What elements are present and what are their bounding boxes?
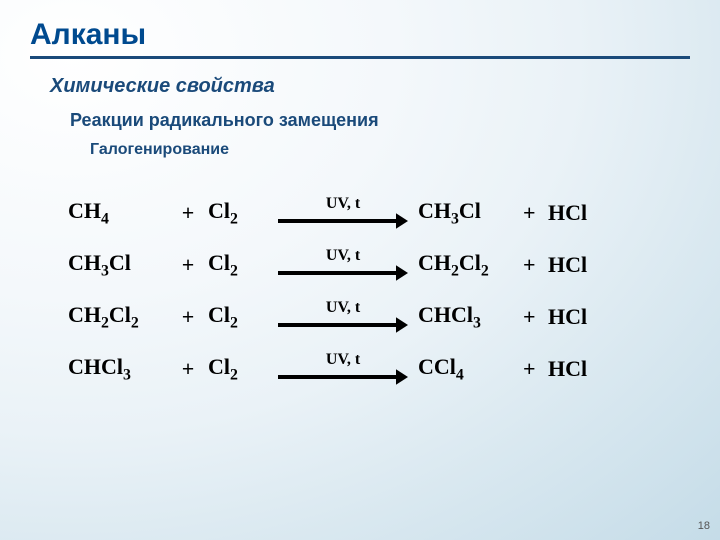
product-1: CH2Cl2 xyxy=(418,250,523,280)
equation-row: CH2Cl2+Cl2UV, t CHCl3+HCl xyxy=(68,291,690,343)
plus-symbol: + xyxy=(523,304,548,330)
product-2: HCl xyxy=(548,200,618,226)
subtitle-3: Галогенирование xyxy=(90,141,690,159)
reactant-1: CHCl3 xyxy=(68,354,168,384)
plus-symbol: + xyxy=(523,356,548,382)
reactant-1: CH3Cl xyxy=(68,250,168,280)
product-1: CHCl3 xyxy=(418,302,523,332)
product-1: CCl4 xyxy=(418,354,523,384)
reaction-arrow: UV, t xyxy=(268,195,418,231)
plus-symbol: + xyxy=(168,200,208,226)
plus-symbol: + xyxy=(168,252,208,278)
subtitle-2: Реакции радикального замещения xyxy=(70,110,690,131)
subtitle-1: Химические свойства xyxy=(50,75,690,98)
equation-list: CH4+Cl2UV, t CH3Cl+HClCH3Cl+Cl2UV, t CH2… xyxy=(68,187,690,395)
page-number: 18 xyxy=(698,520,710,532)
slide-title: Алканы xyxy=(30,18,690,52)
plus-symbol: + xyxy=(523,252,548,278)
title-rule xyxy=(30,56,690,59)
reactant-2: Cl2 xyxy=(208,302,268,332)
equation-row: CHCl3+Cl2UV, t CCl4+HCl xyxy=(68,343,690,395)
reactant-2: Cl2 xyxy=(208,250,268,280)
reaction-arrow: UV, t xyxy=(268,351,418,387)
equation-row: CH4+Cl2UV, t CH3Cl+HCl xyxy=(68,187,690,239)
product-1: CH3Cl xyxy=(418,198,523,228)
reactant-2: Cl2 xyxy=(208,198,268,228)
product-2: HCl xyxy=(548,304,618,330)
plus-symbol: + xyxy=(168,304,208,330)
reaction-arrow: UV, t xyxy=(268,299,418,335)
plus-symbol: + xyxy=(523,200,548,226)
product-2: HCl xyxy=(548,252,618,278)
reactant-1: CH4 xyxy=(68,198,168,228)
slide: Алканы Химические свойства Реакции радик… xyxy=(0,0,720,540)
equation-row: CH3Cl+Cl2UV, t CH2Cl2+HCl xyxy=(68,239,690,291)
reaction-arrow: UV, t xyxy=(268,247,418,283)
reactant-1: CH2Cl2 xyxy=(68,302,168,332)
plus-symbol: + xyxy=(168,356,208,382)
reactant-2: Cl2 xyxy=(208,354,268,384)
product-2: HCl xyxy=(548,356,618,382)
